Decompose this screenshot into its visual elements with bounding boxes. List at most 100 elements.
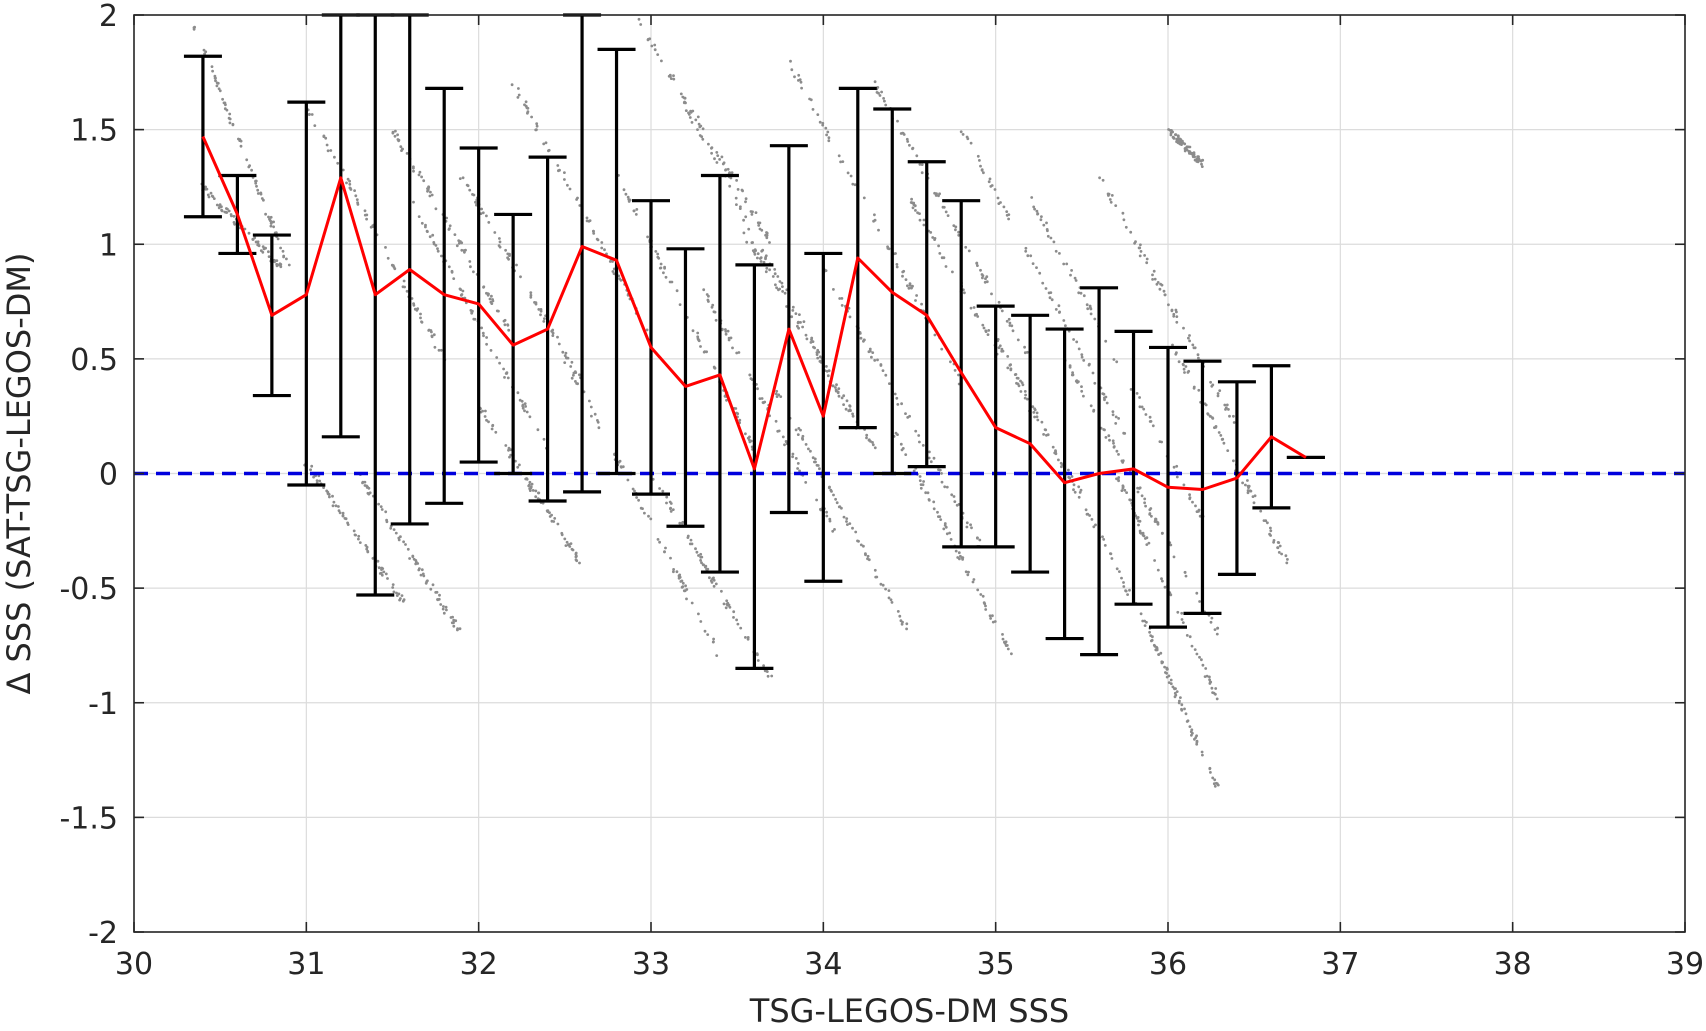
scatter-point <box>798 313 801 316</box>
scatter-point <box>1211 417 1215 420</box>
scatter-point <box>978 159 981 162</box>
scatter-point <box>981 594 985 598</box>
scatter-point <box>574 380 577 383</box>
scatter-point <box>791 309 795 312</box>
scatter-point <box>876 358 879 362</box>
scatter-point <box>521 406 525 410</box>
scatter-point <box>445 608 448 612</box>
scatter-point <box>907 286 911 290</box>
scatter-point <box>536 428 540 432</box>
scatter-point <box>1195 740 1199 744</box>
scatter-point <box>1088 362 1091 366</box>
scatter-point <box>1165 671 1168 675</box>
scatter-point <box>420 568 424 572</box>
scatter-point <box>689 538 693 542</box>
scatter-point <box>813 457 817 461</box>
scatter-point <box>585 216 589 220</box>
scatter-point <box>377 566 381 570</box>
scatter-point <box>1148 630 1151 634</box>
scatter-point <box>1241 481 1244 485</box>
scatter-point <box>213 74 217 78</box>
scatter-point <box>564 351 568 355</box>
scatter-point <box>1104 436 1108 439</box>
scatter-point <box>957 551 961 555</box>
scatter-point <box>750 213 754 216</box>
scatter-point <box>1201 663 1205 667</box>
scatter-point <box>1159 282 1162 286</box>
scatter-point <box>1138 396 1141 399</box>
scatter-point <box>1145 536 1149 540</box>
y-tick-label: 1 <box>99 228 118 263</box>
scatter-point <box>731 346 734 350</box>
scatter-point <box>696 115 700 119</box>
scatter-point <box>796 320 800 324</box>
scatter-point <box>469 265 472 269</box>
scatter-point <box>221 97 225 101</box>
scatter-point <box>726 601 730 605</box>
scatter-point <box>944 525 948 529</box>
x-tick-label: 37 <box>1321 947 1359 982</box>
scatter-point <box>672 568 675 571</box>
scatter-point <box>230 214 233 218</box>
scatter-point <box>1117 476 1121 479</box>
scatter-point <box>524 405 527 408</box>
scatter-point <box>1080 389 1084 393</box>
scatter-point <box>1031 262 1035 265</box>
scatter-point <box>900 402 903 406</box>
scatter-point <box>458 627 462 631</box>
scatter-point <box>1192 386 1196 390</box>
scatter-point <box>1183 707 1186 711</box>
scatter-point <box>1077 485 1081 489</box>
scatter-point <box>485 342 488 346</box>
scatter-point <box>1182 367 1186 371</box>
scatter-point <box>976 315 980 318</box>
scatter-point <box>879 582 883 586</box>
scatter-point <box>505 372 509 375</box>
scatter-point <box>1120 489 1124 492</box>
scatter-point <box>547 148 551 152</box>
scatter-point <box>565 540 569 544</box>
scatter-point <box>728 171 731 175</box>
scatter-point <box>637 498 640 502</box>
scatter-point <box>794 312 798 315</box>
scatter-point <box>672 77 676 81</box>
scatter-point <box>669 77 673 80</box>
scatter-point <box>455 244 459 248</box>
scatter-point <box>1064 324 1067 328</box>
scatter-point <box>1222 441 1226 445</box>
scatter-point <box>965 135 969 139</box>
scatter-point <box>542 437 546 441</box>
scatter-point <box>264 212 267 216</box>
scatter-point <box>1188 339 1191 343</box>
scatter-point <box>931 236 935 239</box>
scatter-point <box>961 558 964 561</box>
scatter-point <box>659 266 663 270</box>
scatter-point <box>1079 291 1083 295</box>
scatter-point <box>473 317 477 321</box>
scatter-point <box>851 526 854 530</box>
scatter-point <box>1204 667 1208 670</box>
scatter-point <box>1148 513 1152 516</box>
scatter-point <box>927 498 931 501</box>
scatter-point <box>1007 317 1011 321</box>
scatter-point <box>735 179 738 182</box>
scatter-point <box>398 598 401 602</box>
scatter-point <box>534 489 538 493</box>
scatter-point <box>275 262 279 266</box>
scatter-point <box>518 463 521 467</box>
scatter-point <box>1246 479 1249 482</box>
scatter-point <box>1140 494 1144 498</box>
scatter-point <box>1123 432 1127 435</box>
scatter-point <box>1046 234 1050 238</box>
scatter-point <box>1285 561 1289 565</box>
scatter-point <box>1213 778 1217 782</box>
scatter-point <box>561 350 565 354</box>
scatter-point <box>802 320 806 323</box>
scatter-point <box>993 188 997 191</box>
scatter-point <box>726 167 730 171</box>
scatter-point <box>1172 465 1176 469</box>
scatter-point <box>883 99 886 103</box>
scatter-point <box>220 209 224 213</box>
scatter-point <box>669 510 673 513</box>
scatter-point <box>556 522 560 526</box>
